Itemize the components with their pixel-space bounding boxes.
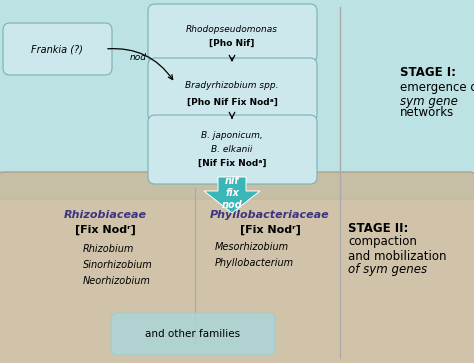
- Text: Rhizobiaceae: Rhizobiaceae: [64, 210, 146, 220]
- Text: networks: networks: [400, 106, 454, 119]
- Text: and mobilization: and mobilization: [348, 249, 447, 262]
- FancyBboxPatch shape: [0, 0, 474, 199]
- FancyBboxPatch shape: [148, 4, 317, 62]
- Text: nod: nod: [129, 53, 146, 62]
- Text: Frankia (?): Frankia (?): [31, 44, 83, 54]
- Text: compaction: compaction: [348, 236, 417, 249]
- Text: [Fix Nodʳ]: [Fix Nodʳ]: [239, 225, 301, 235]
- Text: Rhodopseudomonas: Rhodopseudomonas: [186, 24, 278, 33]
- Text: B. japonicum,: B. japonicum,: [201, 131, 263, 139]
- Text: Mesorhizobium
Phyllobacterium: Mesorhizobium Phyllobacterium: [215, 242, 294, 268]
- Text: nif
fix
nod: nif fix nod: [222, 176, 242, 211]
- Text: Rhizobium
Sinorhizobium
Neorhizobium: Rhizobium Sinorhizobium Neorhizobium: [83, 244, 153, 286]
- Text: emergence of: emergence of: [400, 81, 474, 94]
- Polygon shape: [204, 177, 260, 213]
- FancyBboxPatch shape: [0, 172, 474, 363]
- Text: [Fix Nodʳ]: [Fix Nodʳ]: [74, 225, 136, 235]
- Text: Bradyrhizobium spp.: Bradyrhizobium spp.: [185, 82, 279, 90]
- Text: B. elkanii: B. elkanii: [211, 144, 253, 154]
- Text: sym gene: sym gene: [400, 94, 458, 107]
- FancyArrowPatch shape: [108, 49, 173, 79]
- Text: and other families: and other families: [146, 329, 241, 339]
- Text: of sym genes: of sym genes: [348, 264, 427, 277]
- FancyBboxPatch shape: [148, 58, 317, 122]
- FancyBboxPatch shape: [111, 313, 275, 355]
- Text: [Pho Nif]: [Pho Nif]: [210, 38, 255, 48]
- Text: Phyllobacteriaceae: Phyllobacteriaceae: [210, 210, 330, 220]
- Text: STAGE II:: STAGE II:: [348, 221, 409, 234]
- Text: [Pho Nif Fix Nodᵃ]: [Pho Nif Fix Nodᵃ]: [187, 98, 277, 106]
- FancyBboxPatch shape: [3, 23, 112, 75]
- Text: STAGE I:: STAGE I:: [400, 66, 456, 79]
- Text: [Nif Fix Nodᵃ]: [Nif Fix Nodᵃ]: [198, 159, 266, 167]
- FancyBboxPatch shape: [148, 115, 317, 184]
